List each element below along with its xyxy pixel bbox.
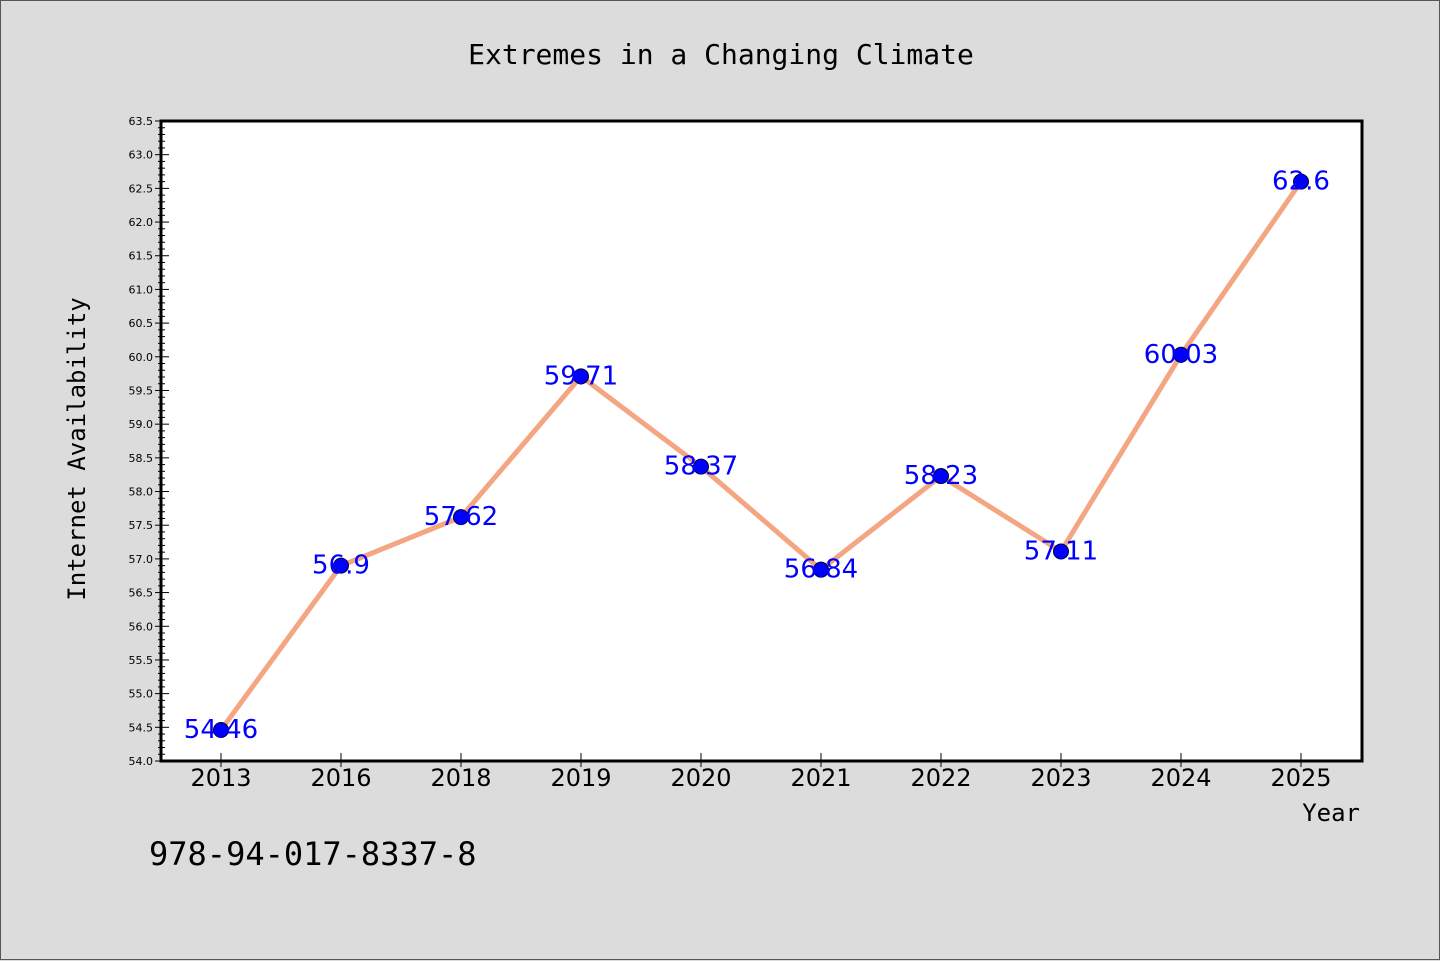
x-tick-label: 2021 [790,764,851,792]
data-label: 58.23 [904,461,978,491]
data-point-marker [213,722,229,739]
y-tick-label: 55.5 [129,654,154,667]
x-tick-label: 2024 [1150,764,1211,792]
y-tick-label: 56.5 [129,587,154,600]
y-tick-label: 62.5 [129,182,154,195]
data-label: 62.6 [1272,167,1330,197]
y-tick-label: 63.5 [129,115,154,128]
y-tick-label: 61.0 [129,283,154,296]
y-axis-label: Internet Availability [63,297,91,600]
y-tick-label: 58.5 [129,452,154,465]
x-tick-label: 2025 [1270,764,1331,792]
y-tick-label: 58.0 [129,486,154,499]
data-point-marker [1173,346,1189,363]
y-tick-label: 55.0 [129,688,154,701]
x-tick-label: 2016 [310,764,371,792]
x-tick-label: 2020 [670,764,731,792]
y-axis-ticks: 54.0 54.5 55.0 55.5 56.0 56.5 57.0 57.5 58.0 58.5… [129,115,169,768]
data-label: 59.71 [544,361,618,391]
y-tick-label: 54.5 [129,721,154,734]
y-tick-label: 57.5 [129,519,154,532]
y-tick-label: 61.5 [129,250,154,263]
data-label: 58.37 [664,452,738,482]
series-line-group [213,173,1309,739]
data-point-marker [933,468,949,485]
data-label: 60.03 [1144,340,1218,370]
x-tick-label: 2019 [550,764,611,792]
y-tick-label: 57.0 [129,553,154,566]
plot-area [159,119,1364,763]
data-label: 56.9 [312,551,370,581]
footer-code: 978-94-017-8337-8 [149,835,477,873]
y-tick-label: 59.0 [129,418,154,431]
x-tick-label: 2023 [1030,764,1091,792]
x-tick-label: 2022 [910,764,971,792]
data-point-marker [453,509,469,526]
data-label: 54.46 [184,715,258,745]
y-tick-label: 56.0 [129,620,154,633]
y-tick-label: 60.0 [129,351,154,364]
y-tick-label: 59.5 [129,384,154,397]
data-point-marker [1293,173,1309,190]
x-axis-label: Year [1302,799,1360,827]
series-line [218,180,1304,732]
y-tick-label: 54.0 [129,755,154,768]
data-label: 56.84 [784,555,858,585]
data-point-marker [813,561,829,578]
x-tick-label: 2018 [430,764,491,792]
data-label: 57.11 [1024,536,1098,566]
data-labels-group: 54.46 56.9 57.62 59.71 58.37 56.84 58.23 57.11 6… [184,167,1330,745]
y-tick-label: 63.0 [129,149,154,162]
data-label: 57.62 [424,502,498,532]
data-point-marker [1053,543,1069,560]
x-tick-label: 2013 [190,764,251,792]
x-axis-ticks: 2013 2016 2018 2019 2020 2021 2022 2023 2024 2025 [190,753,1332,792]
data-point-marker [693,458,709,475]
y-tick-label: 60.5 [129,317,154,330]
y-tick-label: 62.0 [129,216,154,229]
chart-title: Extremes in a Changing Climate [468,38,974,71]
data-point-marker [333,557,349,574]
data-point-marker [573,368,589,385]
